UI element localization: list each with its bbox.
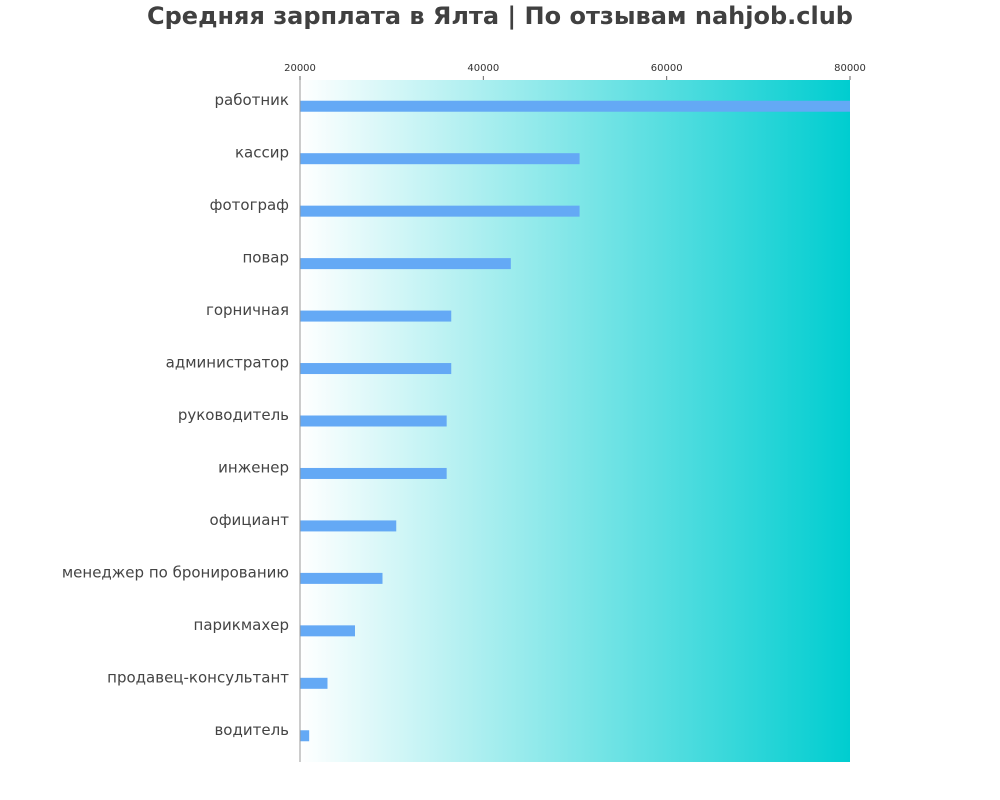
bar [300,153,580,165]
bar [300,363,452,375]
bar [300,100,850,112]
category-label: инженер [218,458,289,476]
category-label: менеджер по бронированию [62,563,289,581]
bar [300,467,447,479]
x-tick-label: 40000 [467,63,499,74]
bar [300,677,328,689]
category-label: горничная [206,301,289,319]
category-label: администратор [166,354,289,372]
category-label: парикмахер [194,616,289,634]
category-label: официант [210,511,290,529]
bar [300,520,397,532]
x-tick-label: 20000 [284,63,316,74]
bar [300,625,355,637]
bar [300,572,383,584]
bar [300,258,511,270]
category-label: кассир [235,144,289,162]
category-label: продавец-консультант [107,668,289,686]
x-tick-label: 60000 [651,63,683,74]
category-label: руководитель [178,406,289,424]
category-label: повар [242,249,289,267]
bar [300,205,580,217]
chart-title: Средняя зарплата в Ялта | По отзывам nah… [147,2,853,30]
bar [300,310,452,322]
bar [300,415,447,427]
category-label: водитель [214,721,289,739]
bar [300,730,310,742]
category-label: работник [215,91,290,109]
category-label: фотограф [210,196,289,214]
x-tick-label: 80000 [834,63,866,74]
